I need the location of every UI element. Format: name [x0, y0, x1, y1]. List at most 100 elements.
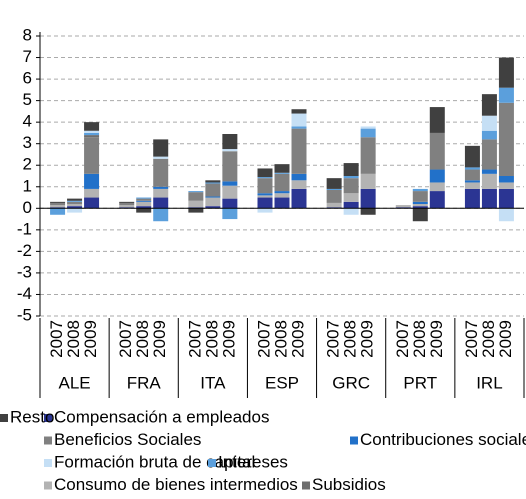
- bar-segment: [257, 208, 273, 213]
- bar-segment: [274, 172, 290, 174]
- legend-label: Consumo de bienes intermedios: [54, 475, 298, 494]
- bar-segment: [136, 198, 152, 201]
- x-tick-label: 2009: [427, 320, 446, 358]
- bar-segment: [222, 149, 238, 152]
- bar-segment: [188, 200, 204, 208]
- bar-segment: [274, 197, 290, 209]
- bar-segment: [326, 188, 342, 190]
- bar-segment: [153, 158, 169, 187]
- bar-segment: [343, 193, 359, 202]
- bar-segment: [119, 202, 135, 206]
- bar-segment: [153, 156, 169, 159]
- bar-segment: [67, 200, 83, 202]
- x-tick-label: 2009: [81, 320, 100, 358]
- x-tick-label: 2007: [185, 320, 204, 358]
- bar-segment: [222, 151, 238, 182]
- bar-segment: [412, 208, 428, 222]
- bar-segment: [291, 173, 307, 181]
- bar-segment: [84, 132, 100, 136]
- bar-segment: [395, 205, 411, 208]
- bar-segment: [481, 139, 497, 170]
- bar-segment: [153, 188, 169, 198]
- bar-segment: [481, 169, 497, 174]
- bar-segment: [136, 201, 152, 207]
- bar-segment: [291, 109, 307, 114]
- bar-segment: [257, 195, 273, 198]
- bar-segment: [67, 208, 83, 213]
- bar-segment: [84, 135, 100, 138]
- legend-swatch: [44, 459, 52, 467]
- bar-segment: [412, 188, 428, 192]
- x-tick-label: 2008: [133, 320, 152, 358]
- bar-segment: [326, 207, 342, 209]
- bar-segment: [343, 208, 359, 215]
- bar-segment: [84, 122, 100, 131]
- bar-segment: [481, 115, 497, 131]
- bar-segment: [205, 180, 221, 183]
- legend-label: Contribuciones sociales: [360, 430, 526, 449]
- bar-segment: [481, 130, 497, 140]
- bar-segment: [188, 191, 204, 193]
- bar-segment: [222, 208, 238, 220]
- group-label: IRL: [476, 373, 502, 392]
- x-tick-label: 2009: [496, 320, 515, 358]
- bar-segment: [153, 208, 169, 222]
- bar-segment: [412, 204, 428, 207]
- bar-segment: [498, 188, 514, 209]
- bar-segment: [412, 206, 428, 209]
- bar-segment: [205, 196, 221, 198]
- legend-swatch: [44, 436, 52, 445]
- bar-segment: [326, 190, 342, 203]
- bar-segment: [67, 201, 83, 204]
- y-tick-label: 8: [23, 25, 32, 44]
- bar-segment: [291, 180, 307, 189]
- bar-segment: [84, 197, 100, 209]
- bar-segment: [360, 128, 376, 138]
- legend-swatch: [302, 481, 310, 490]
- bar-segment: [464, 188, 480, 209]
- bar-segment: [412, 191, 428, 202]
- bar-segment: [481, 94, 497, 116]
- bar-segment: [429, 169, 445, 183]
- bar-segment: [412, 201, 428, 204]
- legend-swatch: [350, 436, 358, 445]
- bar-segment: [153, 139, 169, 157]
- bar-segment: [360, 173, 376, 189]
- bar-segment: [429, 132, 445, 170]
- x-tick-label: 2007: [324, 320, 343, 358]
- bar-segment: [67, 204, 83, 207]
- group-label: ESP: [265, 373, 299, 392]
- x-tick-label: 2007: [254, 320, 273, 358]
- bar-segment: [67, 206, 83, 209]
- bar-segment: [498, 182, 514, 189]
- x-tick-label: 2007: [393, 320, 412, 358]
- bar-segment: [119, 207, 135, 209]
- legend-label: Formación bruta de capital: [54, 452, 255, 471]
- y-tick-label: -3: [17, 262, 32, 281]
- bar-segment: [274, 191, 290, 194]
- bar-segment: [326, 202, 342, 208]
- y-tick-label: -1: [17, 219, 32, 238]
- x-tick-label: 2007: [462, 320, 481, 358]
- bar-segment: [291, 188, 307, 209]
- bar-segment: [50, 202, 66, 206]
- x-tick-label: 2008: [479, 320, 498, 358]
- bar-segment: [257, 177, 273, 179]
- bar-segment: [498, 57, 514, 88]
- bar-segment: [429, 191, 445, 209]
- bar-segment: [498, 102, 514, 176]
- bar-segment: [360, 137, 376, 174]
- bar-segment: [153, 186, 169, 189]
- bar-segment: [464, 169, 480, 181]
- bar-segment: [395, 207, 411, 209]
- x-tick-label: 2008: [271, 320, 290, 358]
- bar-segment: [50, 205, 66, 208]
- bar-segment: [343, 176, 359, 179]
- x-tick-label: 2007: [47, 320, 66, 358]
- y-tick-label: 7: [23, 47, 32, 66]
- bar-segment: [326, 178, 342, 189]
- y-tick-label: 6: [23, 69, 32, 88]
- bar-segment: [222, 185, 238, 199]
- bar-segment: [119, 205, 135, 208]
